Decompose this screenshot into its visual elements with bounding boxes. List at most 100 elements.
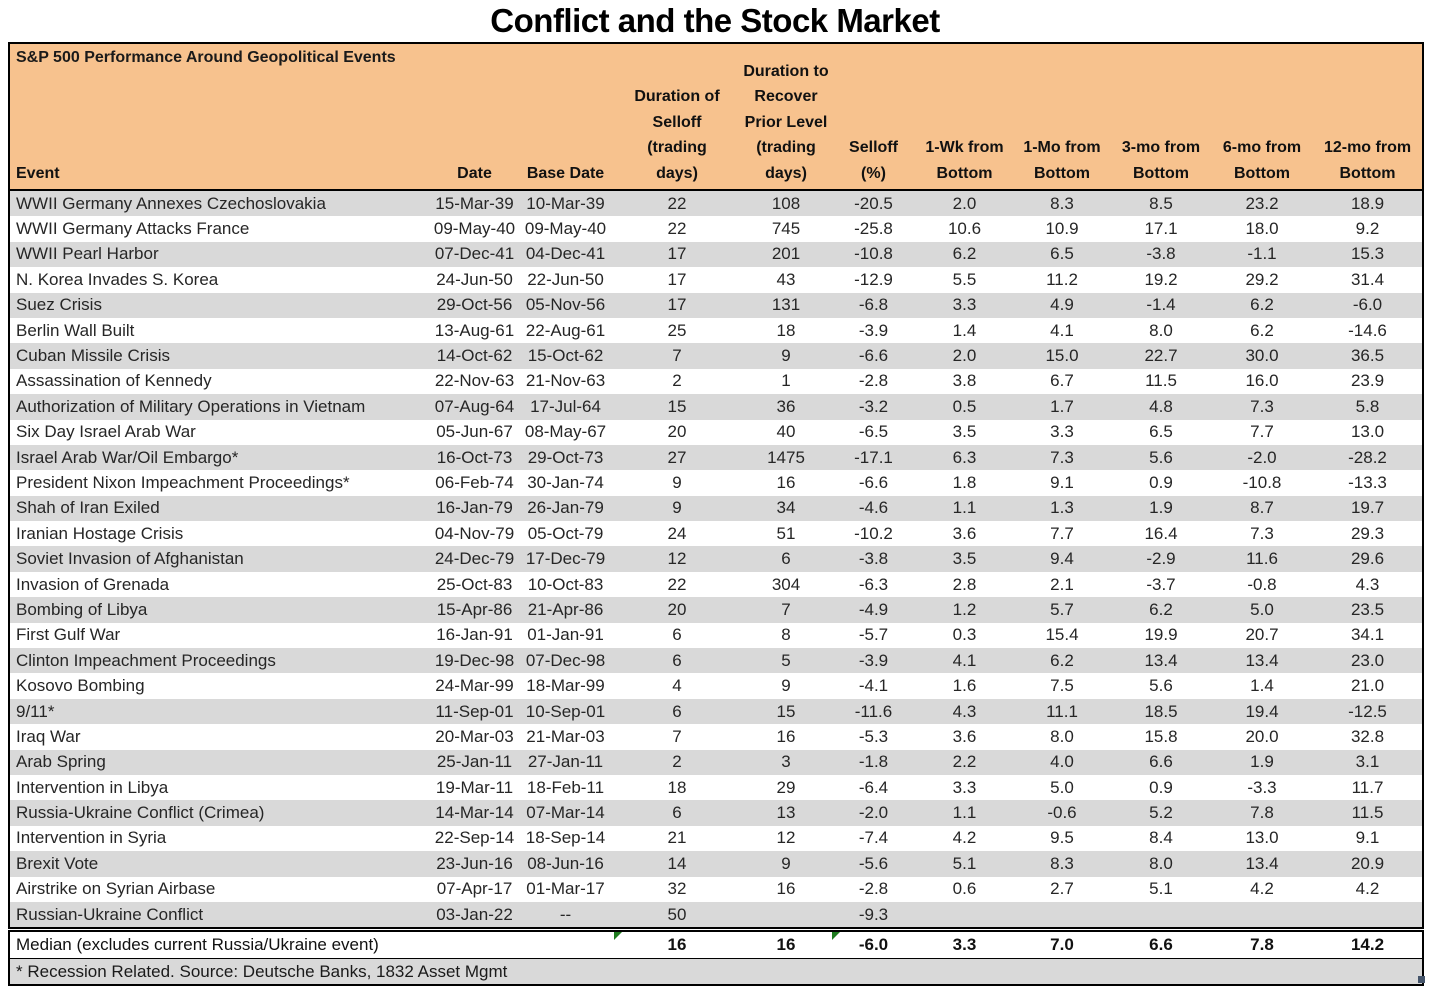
value-cell: 22-Aug-61 — [525, 320, 606, 340]
median-duration-recover: 16 — [741, 927, 831, 959]
table-row: Intervention in Syria 22-Sep-14 18-Sep-14 2… — [9, 825, 1423, 852]
value-cell: 2 — [672, 752, 682, 772]
value-cell: 2.0 — [952, 193, 977, 213]
median-1wk: 3.3 — [916, 927, 1013, 959]
value-cell: 22 — [667, 574, 687, 594]
value-cell: -2.8 — [858, 879, 889, 899]
table-row: Suez Crisis 29-Oct-56 05-Nov-56 17 131 -6.8 3.… — [9, 292, 1423, 318]
column-header-date: Date — [431, 43, 518, 191]
value-cell: -5.7 — [858, 625, 889, 645]
value-cell: 29.2 — [1245, 269, 1279, 289]
event-cell: Brexit Vote — [16, 853, 99, 873]
value-cell: 10-Sep-01 — [525, 701, 606, 721]
value-cell: 4.9 — [1050, 295, 1074, 315]
column-header-1wk: 1-Wk from Bottom — [916, 43, 1013, 191]
value-cell: 2 — [672, 371, 682, 391]
event-cell: Iraq War — [16, 726, 81, 746]
value-cell: 01-Jan-91 — [527, 625, 604, 645]
value-cell: 09-May-40 — [524, 219, 607, 239]
value-cell: 19-Mar-11 — [435, 777, 514, 797]
value-cell: 23.5 — [1350, 599, 1385, 619]
value-cell: 36 — [776, 396, 796, 416]
value-cell: 3.1 — [1355, 752, 1380, 772]
table-row: Invasion of Grenada 25-Oct-83 10-Oct-83 22 3… — [9, 571, 1423, 598]
value-cell: -4.1 — [858, 676, 889, 696]
value-cell: 13 — [776, 803, 796, 823]
value-cell: 1.4 — [1250, 676, 1274, 696]
value-cell: 20.9 — [1350, 853, 1385, 873]
value-cell: 9 — [672, 498, 682, 518]
value-cell: 18 — [776, 320, 796, 340]
event-cell: N. Korea Invades S. Korea — [16, 269, 219, 289]
value-cell: -- — [559, 904, 572, 924]
value-cell: -3.7 — [1146, 574, 1176, 594]
column-header-selloff-pct: Selloff (%) — [831, 43, 916, 191]
value-cell: 24 — [667, 523, 687, 543]
table-row: Bombing of Libya 15-Apr-86 21-Apr-86 20 7 -4.… — [9, 597, 1423, 623]
value-cell: 4.8 — [1149, 396, 1173, 416]
table-row: Clinton Impeachment Proceedings 19-Dec-98… — [9, 648, 1423, 674]
value-cell: 8 — [781, 625, 791, 645]
value-cell: 15.0 — [1045, 346, 1079, 366]
value-cell: 0.9 — [1149, 472, 1173, 492]
value-cell: -6.3 — [858, 574, 889, 594]
value-cell: 50 — [667, 904, 687, 924]
value-cell: 16-Jan-91 — [436, 625, 513, 645]
value-cell: -11.6 — [854, 701, 893, 721]
value-cell: -6.0 — [1352, 295, 1383, 315]
value-cell: -3.8 — [858, 549, 889, 569]
table-row: WWII Germany Attacks France 09-May-40 09-M… — [9, 216, 1423, 242]
value-cell: -1.1 — [1247, 244, 1277, 264]
value-cell: 18.9 — [1350, 193, 1385, 213]
value-cell: -6.4 — [858, 777, 889, 797]
value-cell: 5.0 — [1250, 599, 1274, 619]
value-cell: 01-Mar-17 — [526, 879, 605, 899]
value-cell: -5.3 — [858, 726, 889, 746]
value-cell: 21-Apr-86 — [527, 599, 604, 619]
value-cell: 11.2 — [1046, 269, 1078, 289]
value-cell: 17 — [667, 295, 687, 315]
event-cell: WWII Pearl Harbor — [16, 244, 159, 264]
value-cell: 1.8 — [952, 472, 977, 492]
value-cell: 3.5 — [952, 422, 977, 442]
event-cell: Intervention in Libya — [16, 777, 169, 797]
value-cell: 04-Dec-41 — [525, 244, 606, 264]
value-cell: -3.8 — [1146, 244, 1176, 264]
value-cell: -28.2 — [1348, 447, 1387, 467]
event-cell: 9/11* — [16, 701, 55, 721]
value-cell: 19.9 — [1144, 625, 1178, 645]
value-cell: 05-Oct-79 — [527, 523, 604, 543]
value-cell: 3.6 — [952, 726, 977, 746]
table-row: Arab Spring 25-Jan-11 27-Jan-11 2 3 -1.8 2.2 4.… — [9, 749, 1423, 775]
value-cell: 6.2 — [1149, 599, 1173, 619]
value-cell: 15-Oct-62 — [527, 346, 604, 366]
table-row: Assassination of Kennedy 22-Nov-63 21-Nov-… — [9, 368, 1423, 395]
value-cell: 7.5 — [1050, 676, 1074, 696]
value-cell: 16.0 — [1245, 371, 1279, 391]
column-header-3mo: 3-mo from Bottom — [1111, 43, 1211, 191]
value-cell: 0.9 — [1149, 777, 1173, 797]
median-12mo: 14.2 — [1313, 927, 1423, 959]
table-row: Shah of Iran Exiled 16-Jan-79 26-Jan-79 9 34… — [9, 495, 1423, 522]
value-cell: 4.2 — [1355, 879, 1380, 899]
value-cell: 08-May-67 — [524, 422, 607, 442]
value-cell: 5.7 — [1050, 599, 1074, 619]
value-cell: 9.5 — [1050, 828, 1074, 848]
value-cell: 34 — [776, 498, 796, 518]
data-table: Event Date Base Date Duration of Selloff… — [8, 42, 1424, 986]
value-cell: 1.6 — [952, 676, 977, 696]
value-cell: -10.8 — [854, 244, 893, 264]
median-duration-selloff: 16 — [613, 927, 741, 959]
value-cell: 4.2 — [1250, 879, 1274, 899]
value-cell: 05-Nov-56 — [525, 295, 606, 315]
value-cell: 21-Mar-03 — [526, 726, 605, 746]
table-row: Iraq War 20-Mar-03 21-Mar-03 7 16 -5.3 3.6 8.0 1… — [9, 724, 1423, 750]
value-cell: 3.3 — [1050, 422, 1074, 442]
table-row: Six Day Israel Arab War 05-Jun-67 08-May-6… — [9, 419, 1423, 445]
value-cell: 9 — [781, 676, 791, 696]
value-cell: 26-Jan-79 — [527, 498, 604, 518]
cell-error-flag-icon — [832, 932, 840, 941]
value-cell: 22 — [667, 193, 687, 213]
value-cell: 7.7 — [1050, 523, 1074, 543]
value-cell: 22.7 — [1144, 346, 1178, 366]
